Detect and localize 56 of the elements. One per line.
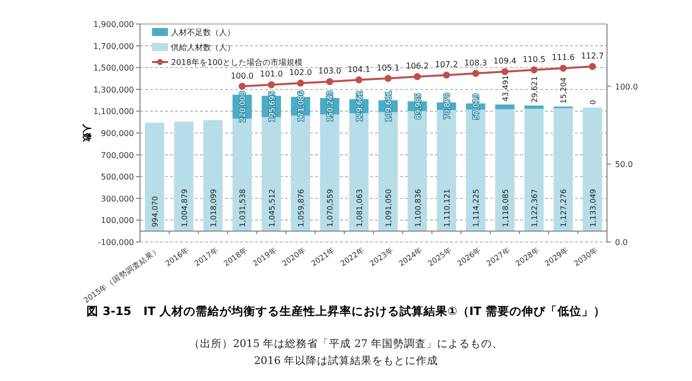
text: 2016 年以降は試算結果をもとに作成	[254, 354, 438, 367]
point	[297, 80, 304, 87]
y-tick-label: 500,000	[100, 172, 134, 182]
point	[530, 66, 538, 74]
y-tick-label: 900,000	[100, 129, 134, 138]
data-label: 101.0	[260, 70, 283, 79]
bar	[174, 122, 194, 232]
y-tick-label: 1,900,000	[93, 20, 134, 29]
legend-label: 人材不足数（人）	[171, 28, 235, 37]
bar	[554, 108, 573, 232]
y-tick-label: 1,700,000	[93, 42, 134, 51]
data-label: 105.1	[376, 63, 400, 72]
point	[238, 82, 246, 90]
point	[472, 70, 480, 77]
point	[384, 74, 392, 82]
bar	[524, 108, 544, 232]
point	[560, 64, 567, 72]
legend-label: 2018年を100とした場合の市場規模	[171, 58, 303, 67]
data-label: 100.0	[230, 71, 254, 80]
data-label: 110.5	[522, 54, 546, 64]
data-label: 103.0	[318, 66, 342, 76]
y-tick-label: -100,000	[98, 238, 134, 247]
y2-tick-label: 0.0	[615, 238, 628, 247]
y2-tick-label: 100.0	[615, 82, 638, 92]
bar	[495, 109, 514, 232]
data-label: 112.7	[580, 52, 604, 61]
bar	[203, 120, 223, 232]
point	[268, 81, 275, 88]
data-label: 102.0	[289, 68, 312, 78]
y-tick-label: 700,000	[100, 150, 134, 160]
point	[326, 78, 334, 86]
point	[588, 63, 596, 70]
point	[442, 72, 450, 79]
legend-label: 供給人材数（人）	[171, 43, 235, 52]
bar	[144, 122, 164, 232]
data-label: 109.4	[493, 56, 516, 66]
point	[501, 68, 508, 76]
data-label: 107.2	[435, 60, 458, 70]
y-axis-title: 人数	[81, 123, 92, 143]
y2-tick-label: 50.0	[615, 160, 633, 170]
data-label: 108.3	[464, 58, 488, 68]
bar	[524, 106, 544, 109]
y-tick-label: 1,300,000	[93, 85, 134, 94]
y-tick-label: 100,000	[100, 216, 134, 226]
bar	[495, 104, 514, 110]
y-tick-label: 1,500,000	[93, 64, 134, 73]
y-tick-label: 1,100,000	[93, 107, 134, 116]
data-label: 104.1	[347, 64, 370, 74]
point	[355, 76, 362, 84]
text: 図 3-15 IT 人材の需給が均衡する生産性上昇率における試算結果①（IT 需要の伸び「低位」）	[86, 304, 606, 318]
text: （出所）2015 年は総務省「平成 27 年国勢調査」によるもの、	[188, 337, 504, 350]
point	[414, 73, 421, 80]
y-tick-label: 300,000	[100, 194, 134, 204]
data-label: 111.6	[552, 53, 575, 62]
data-label: 106.2	[406, 62, 429, 71]
bar	[582, 108, 602, 232]
